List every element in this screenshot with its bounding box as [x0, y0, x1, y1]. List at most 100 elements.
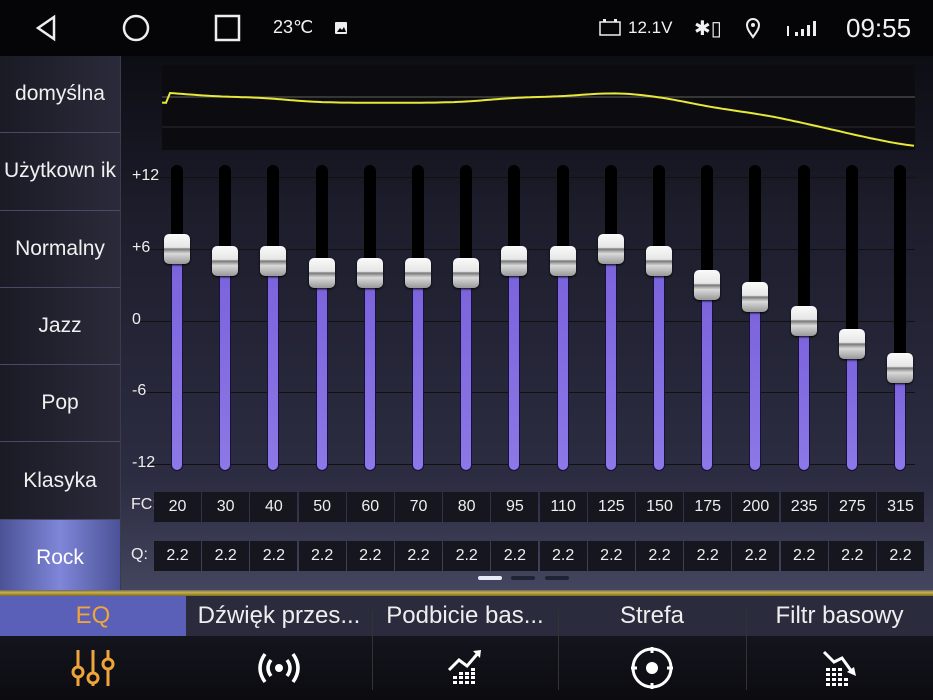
- image-icon: [335, 22, 347, 34]
- band-slider-fill: [556, 260, 569, 471]
- band-slider-fill: [653, 260, 665, 471]
- band-slider-knob[interactable]: [597, 233, 624, 264]
- scale-label: -6: [132, 382, 147, 400]
- tab-podbicie-basu[interactable]: Podbicie bas...: [372, 596, 558, 700]
- band-slider-knob[interactable]: [549, 245, 576, 276]
- scale-label: +12: [132, 167, 160, 184]
- fc-value-cell[interactable]: 50: [298, 492, 346, 522]
- band-slider-knob[interactable]: [887, 353, 913, 384]
- fc-value-cell[interactable]: 20: [154, 492, 201, 522]
- fc-value-cell[interactable]: 95: [491, 492, 539, 522]
- signal-icon: [785, 18, 823, 38]
- band-slider-fill: [749, 296, 762, 471]
- q-value-cell[interactable]: 2.2: [298, 541, 346, 571]
- preset-pop[interactable]: Pop: [0, 365, 120, 443]
- band-slider-fill: [508, 260, 521, 471]
- band-slider-knob[interactable]: [308, 257, 335, 288]
- fc-value-cell[interactable]: 80: [443, 492, 491, 522]
- fc-label: FC:: [131, 496, 157, 513]
- band-slider-knob[interactable]: [838, 329, 865, 360]
- preset-uzytkownik[interactable]: Użytkown ik: [0, 133, 120, 211]
- band-slider-knob[interactable]: [164, 233, 190, 264]
- band-slider-knob[interactable]: [790, 305, 817, 336]
- page-indicator-1: [478, 576, 502, 580]
- grid-line: [140, 392, 915, 394]
- grid-line: [140, 320, 915, 322]
- tab-filtr-label: Filtr basowy: [746, 596, 933, 636]
- band-slider-knob[interactable]: [260, 245, 287, 276]
- fc-value-cell[interactable]: 275: [828, 492, 876, 522]
- broadcast-icon: [251, 636, 307, 700]
- fc-value-cell[interactable]: 70: [395, 492, 442, 522]
- preset-klasyka[interactable]: Klasyka: [0, 442, 120, 520]
- q-value-cell[interactable]: 2.2: [346, 541, 394, 571]
- preset-rock[interactable]: Rock: [0, 519, 120, 598]
- grid-line: [140, 248, 915, 250]
- preset-domyslna[interactable]: domyślna: [0, 56, 120, 134]
- band-slider-fill: [412, 272, 424, 471]
- tab-dzwiek-przestrzenny[interactable]: Dźwięk przes...: [186, 596, 372, 700]
- q-value-cell[interactable]: 2.2: [154, 541, 201, 571]
- band-slider-fill: [460, 272, 473, 471]
- grid-line: [140, 177, 915, 178]
- fc-value-cell[interactable]: 30: [202, 492, 250, 522]
- band-slider-knob[interactable]: [742, 281, 769, 312]
- fc-value-cell[interactable]: 200: [732, 492, 780, 522]
- status-bar: 23℃ 12.1V ✱▯ 09:55: [0, 0, 933, 56]
- band-slider-knob[interactable]: [694, 269, 721, 300]
- equalizer-sliders-icon: [68, 636, 118, 700]
- q-value-cell[interactable]: 2.2: [587, 541, 635, 571]
- fc-value-cell[interactable]: 40: [250, 492, 298, 522]
- home-button[interactable]: [122, 14, 150, 42]
- band-slider-fill: [267, 260, 280, 471]
- band-slider-fill: [171, 248, 183, 471]
- q-value-cell[interactable]: 2.2: [877, 541, 924, 571]
- band-slider-knob[interactable]: [212, 245, 239, 276]
- q-value-cell[interactable]: 2.2: [684, 541, 732, 571]
- preset-normalny[interactable]: Normalny: [0, 211, 120, 288]
- q-value-cell[interactable]: 2.2: [539, 541, 587, 571]
- temperature: 23℃: [273, 17, 314, 37]
- back-button[interactable]: [34, 14, 58, 42]
- preset-jazz[interactable]: Jazz: [0, 288, 120, 366]
- recents-button[interactable]: [214, 14, 242, 42]
- clock: 09:55: [846, 13, 912, 43]
- band-slider-knob[interactable]: [453, 257, 480, 288]
- q-value-cell[interactable]: 2.2: [250, 541, 298, 571]
- fc-value-cell[interactable]: 175: [684, 492, 732, 522]
- tab-strefa-label: Strefa: [558, 596, 746, 636]
- bluetooth-icon: ✱▯: [694, 18, 722, 40]
- eq-curve-display: [161, 65, 915, 150]
- q-value-cell[interactable]: 2.2: [732, 541, 780, 571]
- q-value-cell[interactable]: 2.2: [828, 541, 876, 571]
- fc-value-cell[interactable]: 110: [539, 492, 587, 522]
- tab-filtr-basowy[interactable]: Filtr basowy: [746, 596, 933, 700]
- fc-value-cell[interactable]: 60: [346, 492, 394, 522]
- band-slider-knob[interactable]: [356, 257, 383, 288]
- q-value-cell[interactable]: 2.2: [202, 541, 250, 571]
- band-slider-fill: [894, 368, 906, 471]
- band-slider-fill: [604, 248, 617, 471]
- band-slider-knob[interactable]: [501, 245, 528, 276]
- band-slider-fill: [219, 260, 232, 471]
- fc-value-cell[interactable]: 315: [877, 492, 924, 522]
- band-slider-fill: [797, 320, 810, 471]
- fc-value-cell[interactable]: 235: [780, 492, 828, 522]
- location-icon: [745, 17, 761, 39]
- band-slider-knob[interactable]: [405, 257, 431, 288]
- tab-strefa[interactable]: Strefa: [558, 596, 746, 700]
- q-value-cell[interactable]: 2.2: [443, 541, 491, 571]
- tab-eq[interactable]: EQ: [0, 596, 186, 700]
- tab-eq-label: EQ: [0, 596, 186, 636]
- q-value-cell[interactable]: 2.2: [491, 541, 539, 571]
- voltage: 12.1V: [628, 18, 673, 37]
- q-value-cell[interactable]: 2.2: [395, 541, 442, 571]
- preset-sidebar: domyślna Użytkown ik Normalny Jazz Pop K…: [0, 56, 121, 598]
- q-label: Q:: [131, 546, 148, 563]
- q-value-cell[interactable]: 2.2: [780, 541, 828, 571]
- fc-value-cell[interactable]: 150: [636, 492, 683, 522]
- q-value-cell[interactable]: 2.2: [636, 541, 683, 571]
- fc-value-cell[interactable]: 125: [587, 492, 635, 522]
- band-slider-knob[interactable]: [646, 245, 672, 276]
- scale-label: 0: [132, 310, 141, 328]
